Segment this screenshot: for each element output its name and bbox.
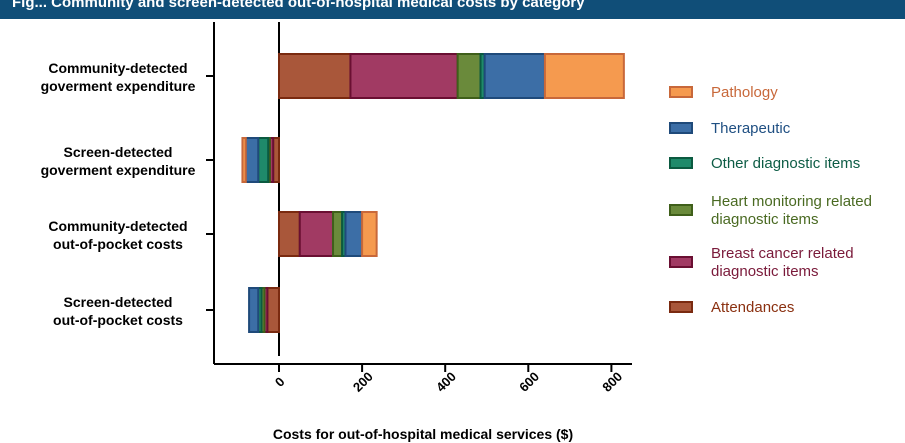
legend-label: Other diagnostic items: [711, 155, 860, 172]
category-label: Screen-detected goverment expenditure: [41, 144, 196, 178]
bar-segment: [298, 211, 335, 257]
x-tick-label: 200: [350, 369, 376, 395]
bar-segment: [278, 53, 352, 99]
legend-swatch: [669, 122, 693, 134]
legend-swatch: [669, 256, 693, 268]
bar-segment: [456, 53, 482, 99]
bar-segment: [244, 137, 260, 183]
legend-label: Attendances: [711, 299, 794, 316]
bar-segment: [344, 211, 364, 257]
legend-label: Pathology: [711, 84, 778, 101]
bar-segment: [266, 287, 280, 333]
bar-segment: [543, 53, 625, 99]
banner-title: Fig... Community and screen-detected out…: [12, 0, 585, 11]
x-tick-label: 800: [599, 369, 625, 395]
legend-label: Heart monitoring related diagnostic items: [711, 193, 872, 228]
x-axis-label: Costs for out-of-hospital medical servic…: [273, 426, 573, 442]
bar-segment: [332, 211, 344, 257]
bar-segment: [257, 137, 270, 183]
bar-segment: [483, 53, 546, 99]
category-label: Community-detected out-of-pocket costs: [48, 218, 187, 252]
figure-banner: Fig... Community and screen-detected out…: [0, 0, 905, 19]
legend-swatch: [669, 86, 693, 98]
legend-swatch: [669, 157, 693, 169]
x-tick-label: 0: [272, 374, 288, 390]
bar-segment: [241, 137, 247, 183]
x-tick-label: 600: [516, 369, 542, 395]
category-label: Community-detected goverment expenditure: [41, 60, 196, 94]
legend-swatch: [669, 301, 693, 313]
bar-segment: [349, 53, 459, 99]
bar-segment: [361, 211, 378, 257]
legend-label: Breast cancer related diagnostic items: [711, 245, 854, 280]
bar-segment: [248, 287, 260, 333]
category-label: Screen-detected out-of-pocket costs: [53, 294, 183, 328]
legend-label: Therapeutic: [711, 120, 791, 137]
bar-segment: [278, 211, 301, 257]
x-tick-label: 400: [433, 369, 459, 395]
legend-swatch: [669, 204, 693, 216]
